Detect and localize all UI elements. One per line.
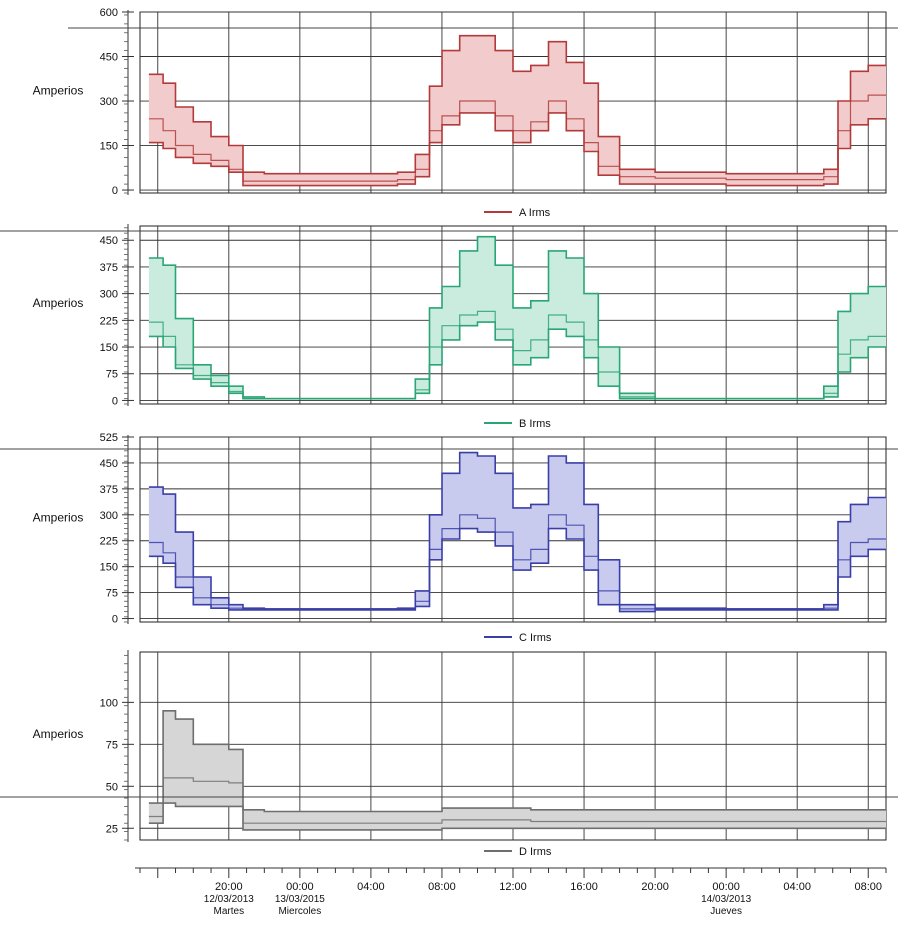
x-tick-label: 20:00 — [215, 881, 243, 893]
x-tick-label: 13/03/2015 — [275, 894, 325, 905]
x-tick-label: Martes — [214, 906, 245, 917]
y-tick-label: 75 — [106, 588, 118, 600]
x-tick-label: 20:00 — [641, 881, 669, 893]
center-line — [148, 514, 886, 610]
y-tick-label: 375 — [100, 262, 118, 274]
legend-label: A Irms — [519, 207, 551, 219]
y-tick-label: 150 — [100, 342, 118, 354]
y-tick-label: 225 — [100, 536, 118, 548]
x-tick-label: 16:00 — [570, 881, 598, 893]
band-area — [148, 452, 886, 612]
x-tick-label: 14/03/2013 — [701, 894, 751, 905]
y-tick-label: 300 — [100, 96, 118, 108]
y-tick-label: 225 — [100, 315, 118, 327]
y-tick-label: 100 — [100, 697, 118, 709]
legend-label: C Irms — [519, 632, 552, 644]
y-tick-label: 375 — [100, 484, 118, 496]
lower-line — [148, 112, 886, 187]
upper-line — [148, 709, 886, 813]
x-tick-label: 00:00 — [286, 881, 314, 893]
y-tick-label: 450 — [100, 235, 118, 247]
x-tick-label: 12:00 — [499, 881, 527, 893]
y-tick-label: 525 — [100, 432, 118, 444]
y-tick-label: 50 — [106, 781, 118, 793]
x-tick-label: 12/03/2013 — [204, 894, 254, 905]
panel-1: 0 150 300 450 600 Amperios A Irms — [33, 7, 887, 219]
y-tick-label: 0 — [112, 614, 118, 626]
band-area — [148, 710, 886, 830]
y-tick-label: 150 — [100, 562, 118, 574]
y-tick-label: 450 — [100, 458, 118, 470]
panel-2: 0 75 150 225 300 375 450 Amperios B Irms — [33, 224, 887, 430]
x-tick-label: 08:00 — [428, 881, 456, 893]
x-tick-label: 08:00 — [854, 881, 882, 893]
legend-label: D Irms — [519, 846, 552, 858]
x-tick-label: Jueves — [710, 906, 742, 917]
band-area — [148, 35, 886, 186]
panel-4: 25 50 75 100 Amperios D Irms — [33, 650, 887, 858]
y-tick-label: 450 — [100, 52, 118, 64]
y-tick-label: 0 — [112, 185, 118, 197]
center-line — [148, 94, 886, 182]
center-line — [148, 310, 886, 400]
y-tick-label: 75 — [106, 739, 118, 751]
band-area — [148, 236, 886, 399]
panel-3: 0 75 150 225 300 375 450 525 Amperios C Irms — [33, 432, 887, 644]
x-tick-label: Miercoles — [278, 906, 321, 917]
y-tick-label: 300 — [100, 289, 118, 301]
x-tick-label: 00:00 — [712, 881, 740, 893]
lower-line — [148, 802, 886, 831]
upper-line — [148, 34, 886, 175]
x-tick-label: 04:00 — [783, 881, 811, 893]
y-tick-label: 75 — [106, 369, 118, 381]
y-axis-label: Amperios — [33, 511, 84, 525]
y-axis-label: Amperios — [33, 296, 84, 310]
y-axis-label: Amperios — [33, 727, 84, 741]
legend-label: B Irms — [519, 418, 551, 430]
y-tick-label: 300 — [100, 510, 118, 522]
y-axis-label: Amperios — [33, 84, 84, 98]
y-tick-label: 25 — [106, 823, 118, 835]
y-tick-label: 0 — [112, 395, 118, 407]
y-tick-label: 600 — [100, 7, 118, 19]
x-tick-label: 04:00 — [357, 881, 385, 893]
center-line — [148, 777, 886, 824]
x-axis: 20:0012/03/2013Martes00:0013/03/2015Mier… — [135, 867, 887, 917]
y-tick-label: 150 — [100, 141, 118, 153]
